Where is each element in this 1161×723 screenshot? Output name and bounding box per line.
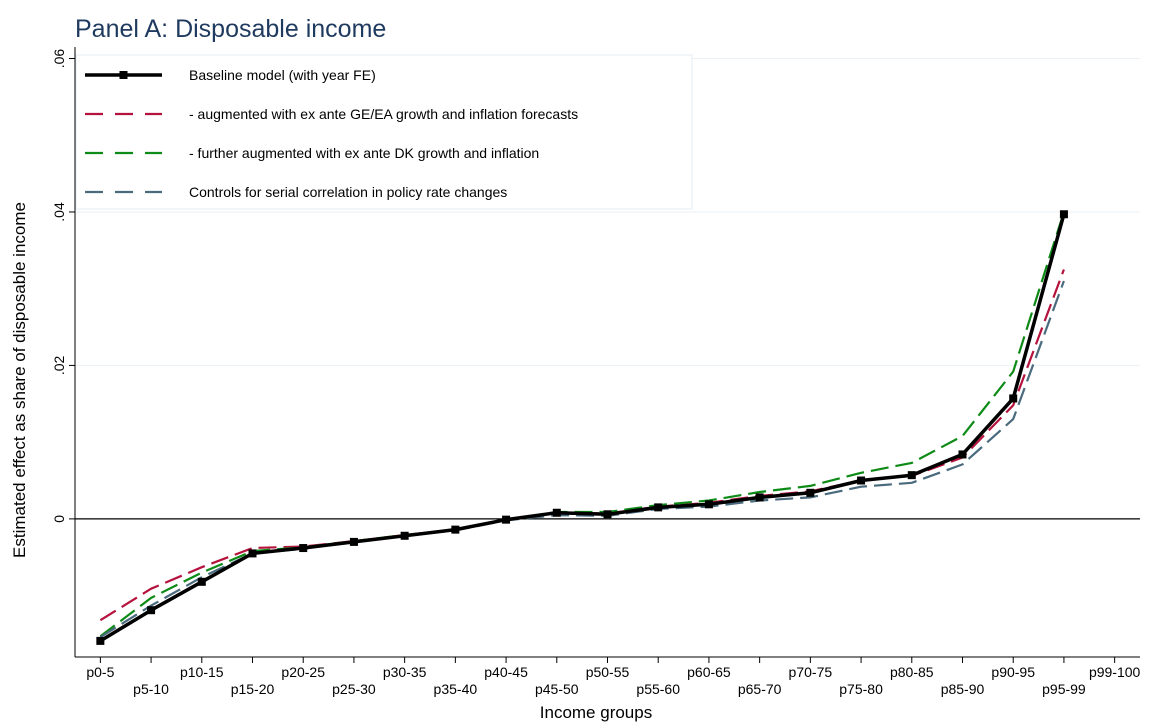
series-0-point-15: [857, 476, 866, 485]
series-line-0: [99, 213, 1066, 643]
x-tick-label-14: p70-75: [789, 664, 833, 680]
x-tick-label-13: p65-70: [738, 681, 782, 697]
x-tick-label-7: p35-40: [434, 681, 478, 697]
legend-label-0: Baseline model (with year FE): [189, 67, 376, 83]
series-0-point-9: [552, 508, 561, 517]
series-0-point-12: [704, 500, 713, 509]
series-0-point-8: [502, 515, 511, 524]
y-axis-ticks: 0 .02 .04 .06: [51, 49, 75, 523]
x-tick-label-18: p90-95: [991, 664, 1035, 680]
legend-marker-0: [119, 71, 128, 79]
x-tick-label-11: p55-60: [636, 681, 680, 697]
y-tick-label-3: .06: [51, 49, 67, 69]
x-tick-label-20: p99-100: [1089, 664, 1141, 680]
x-tick-label-0: p0-5: [86, 664, 114, 680]
series-0-point-13: [755, 493, 764, 502]
legend-label-2: - further augmented with ex ante DK grow…: [189, 145, 539, 161]
x-tick-label-15: p75-80: [839, 681, 883, 697]
x-tick-label-12: p60-65: [687, 664, 731, 680]
series-0-point-19: [1059, 210, 1068, 219]
series-0-point-6: [400, 531, 409, 540]
y-tick-label-0: 0: [51, 515, 67, 523]
series-0-point-16: [907, 471, 916, 480]
y-axis-title: Estimated effect as share of disposable …: [10, 202, 29, 558]
x-tick-label-1: p5-10: [133, 681, 169, 697]
series-0-point-3: [248, 549, 257, 558]
series-0-point-4: [299, 544, 308, 553]
series-group: [96, 210, 1068, 645]
x-tick-label-9: p45-50: [535, 681, 579, 697]
legend-box: [75, 54, 693, 210]
x-tick-label-16: p80-85: [890, 664, 934, 680]
x-tick-label-19: p95-99: [1042, 681, 1086, 697]
y-tick-label-2: .04: [51, 202, 67, 222]
series-0-point-18: [1009, 394, 1018, 403]
series-0-point-14: [806, 488, 815, 497]
series-0-point-5: [349, 537, 358, 546]
series-0-point-7: [451, 525, 460, 534]
series-0-point-1: [147, 606, 156, 615]
chart-title: Panel A: Disposable income: [75, 15, 386, 43]
series-0-point-11: [654, 503, 663, 512]
x-axis-title: Income groups: [540, 703, 652, 722]
x-tick-label-8: p40-45: [484, 664, 528, 680]
legend-label-1: - augmented with ex ante GE/EA growth an…: [189, 106, 578, 122]
x-tick-label-4: p20-25: [281, 664, 325, 680]
legend: Baseline model (with year FE) - augmente…: [75, 54, 693, 210]
series-0-point-2: [197, 577, 206, 586]
x-axis-ticks: p0-5 p5-10 p10-15 p15-20 p20-25 p25-30 p30-35 p…: [86, 657, 1141, 697]
y-tick-label-1: .02: [51, 355, 67, 375]
x-tick-label-10: p50-55: [586, 664, 630, 680]
x-tick-label-5: p25-30: [332, 681, 376, 697]
series-0-point-17: [958, 450, 967, 459]
series-0-point-10: [603, 510, 612, 519]
legend-label-3: Controls for serial correlation in polic…: [189, 184, 507, 200]
x-tick-label-2: p10-15: [180, 664, 224, 680]
x-tick-label-3: p15-20: [231, 681, 275, 697]
x-tick-label-6: p30-35: [383, 664, 427, 680]
series-0-point-0: [96, 636, 105, 645]
x-tick-label-17: p85-90: [941, 681, 985, 697]
